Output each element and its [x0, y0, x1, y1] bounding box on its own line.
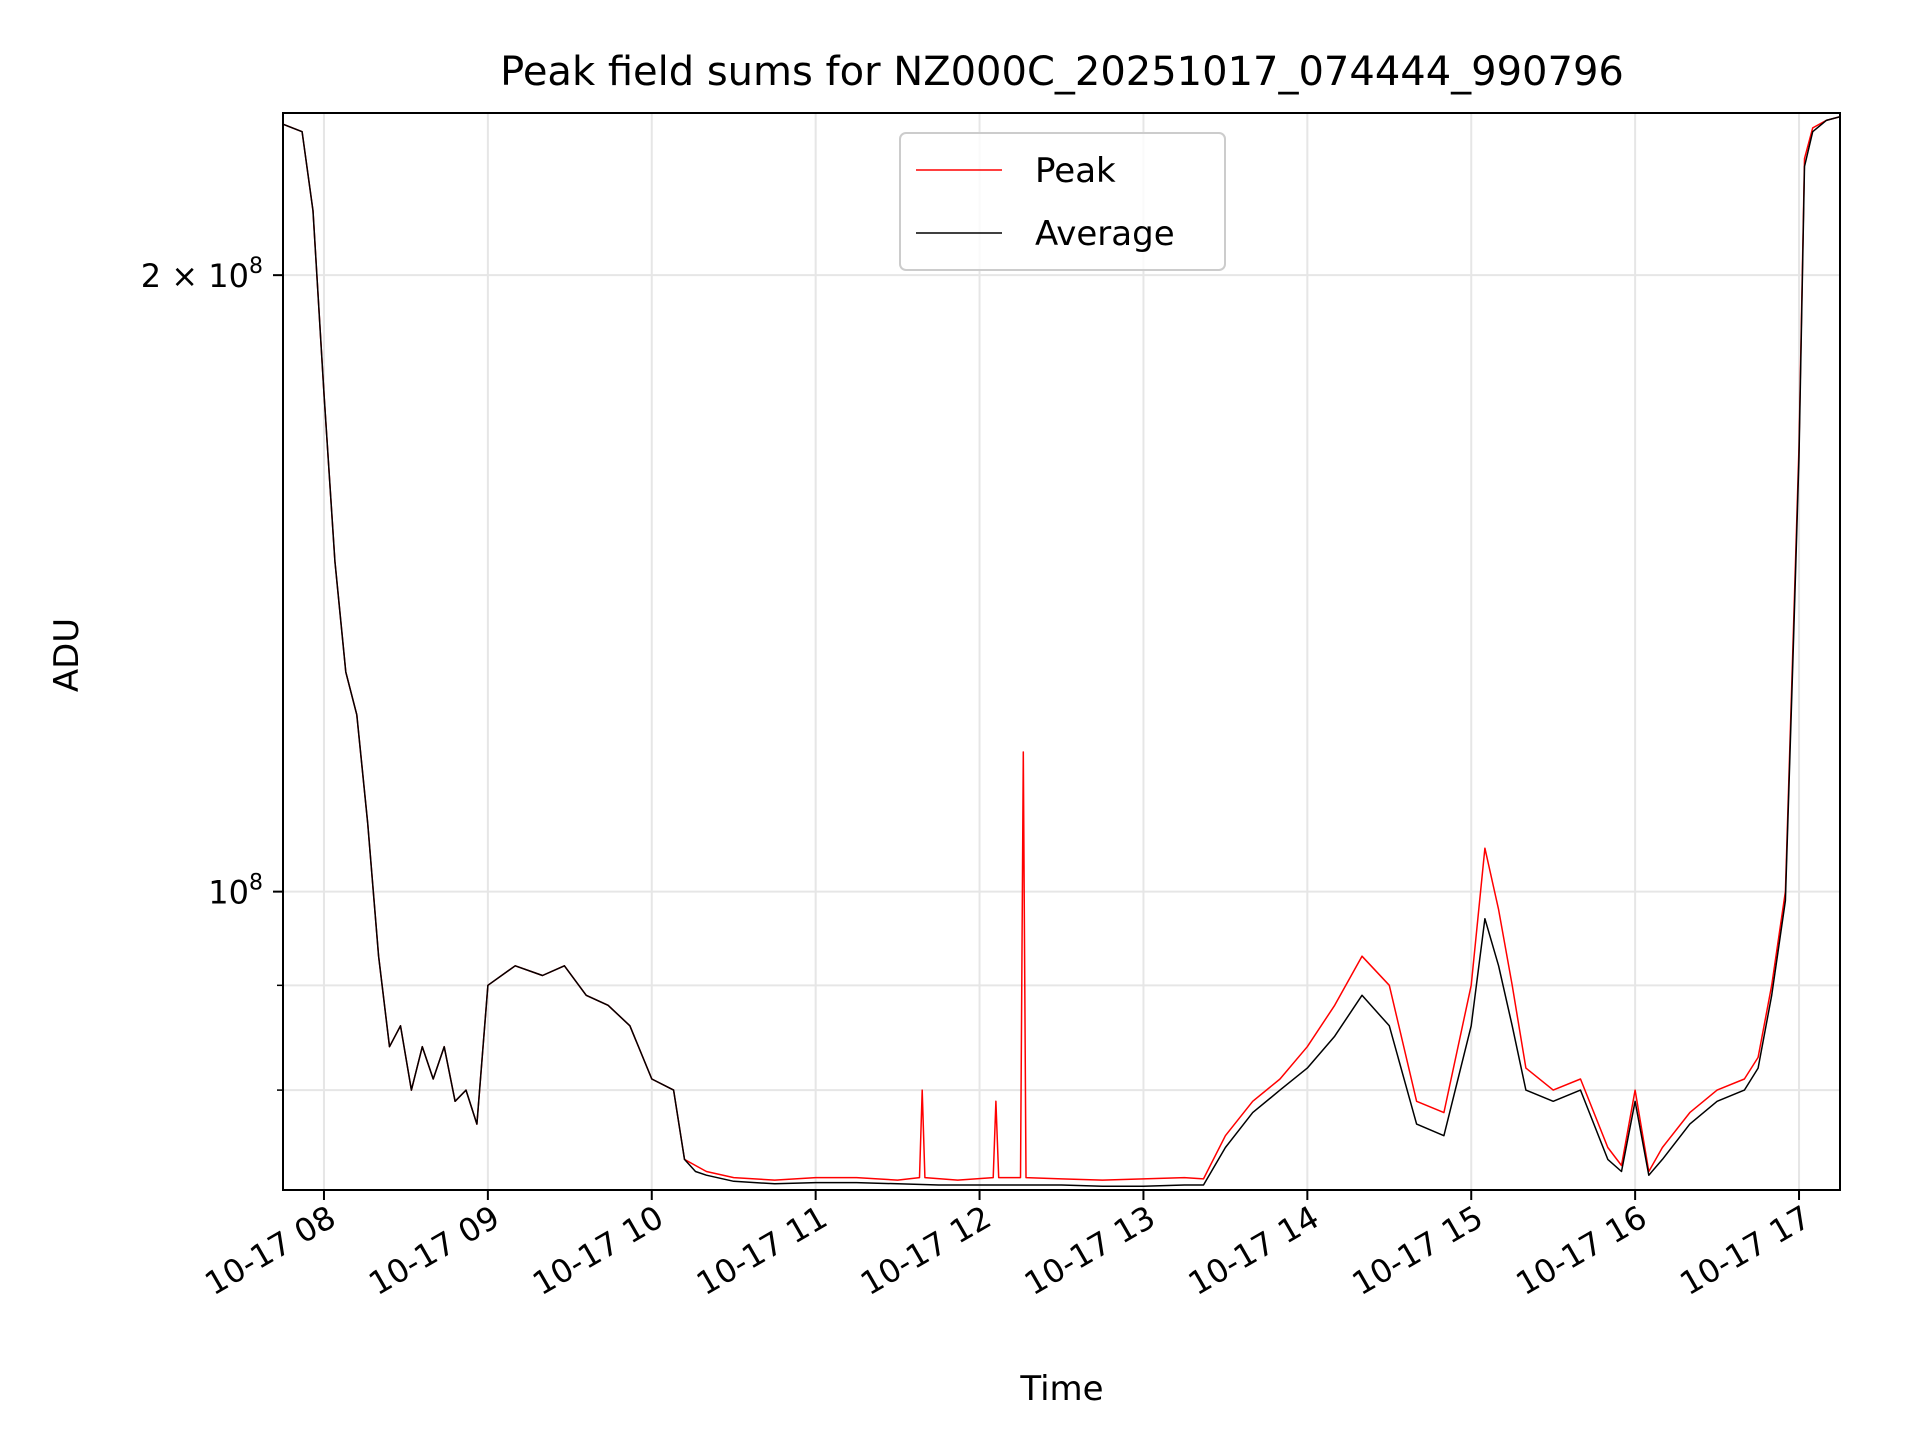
series-group [283, 115, 1840, 1188]
legend-label-average: Average [1035, 214, 1175, 254]
x-axis-label: Time [1019, 1369, 1103, 1409]
plot-frame [282, 112, 1841, 1191]
legend: Peak Average [899, 132, 1226, 271]
series-line-average [283, 115, 1840, 1188]
legend-label-peak: Peak [1035, 151, 1116, 191]
legend-box [899, 132, 1226, 271]
chart-title: Peak field sums for NZ000C_20251017_0744… [500, 49, 1624, 95]
y-axis: 108 2 × 108 [141, 254, 283, 1091]
grid [283, 113, 1840, 1190]
y-axis-label: ADU [47, 618, 87, 692]
y-tick-label: 108 [208, 871, 263, 912]
y-tick-label: 2 × 108 [141, 254, 263, 295]
